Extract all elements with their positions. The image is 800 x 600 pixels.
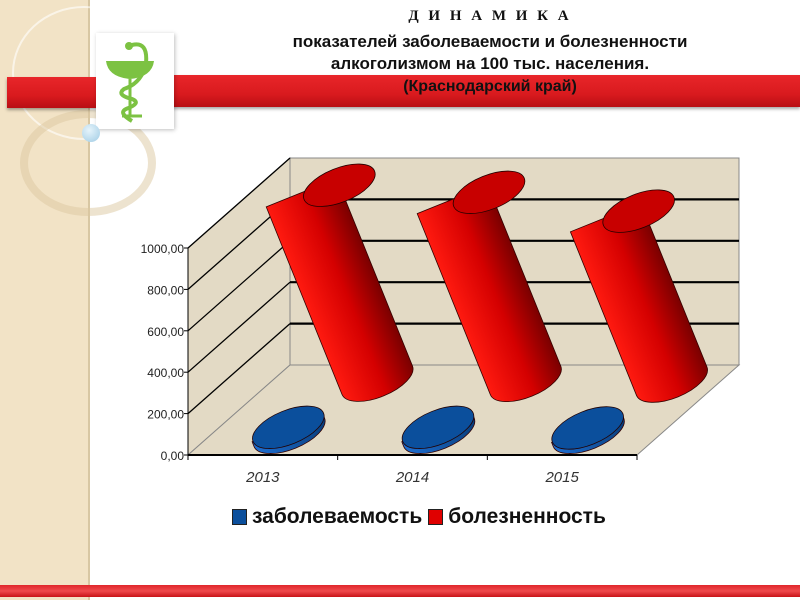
y-tick-label: 800,00: [147, 283, 184, 297]
legend-swatch-incidence: [232, 509, 247, 525]
title-heading: Д И Н А М И К А: [408, 8, 572, 24]
gridline: [187, 157, 291, 249]
bowl-of-hygieia-icon: [106, 42, 154, 123]
y-tick-label: 200,00: [147, 408, 184, 422]
bottom-ribbon: [0, 585, 800, 597]
x-tick-label: 2015: [544, 469, 579, 486]
title-line-2: показателей заболеваемости и болезненнос…: [292, 32, 688, 51]
prevalence-cylinder-2013: [265, 163, 414, 402]
decorative-bead: [82, 124, 100, 142]
y-tick-label: 400,00: [147, 366, 184, 380]
legend-label-prevalence: болезненность: [448, 505, 606, 528]
gridline: [187, 240, 291, 332]
title-region: (Краснодарский край): [403, 78, 577, 95]
incidence-cylinder-2014: [401, 405, 476, 454]
incidence-cylinder-2013: [251, 405, 326, 454]
y-tick-label: 1000,00: [141, 242, 185, 256]
y-tick-label: 600,00: [147, 325, 184, 339]
x-tick-label: 2013: [245, 469, 280, 486]
legend-label-incidence: заболеваемость: [252, 505, 423, 528]
title-line-3: алкоголизмом на 100 тыс. населения.: [330, 54, 650, 73]
legend: заболеваемость болезненность: [232, 505, 606, 529]
legend-swatch-prevalence: [428, 509, 444, 525]
prevalence-cylinder-2014: [416, 170, 562, 403]
title-ribbon: [155, 75, 800, 107]
incidence-cylinder-2015: [551, 406, 625, 454]
gridline: [187, 323, 291, 415]
logo: [96, 33, 174, 129]
left-ribbon: [7, 77, 113, 108]
gridline: [187, 281, 291, 373]
x-tick-label: 2014: [395, 469, 429, 486]
y-tick-label: 0,00: [161, 449, 185, 463]
prevalence-cylinder-2015: [569, 189, 708, 403]
